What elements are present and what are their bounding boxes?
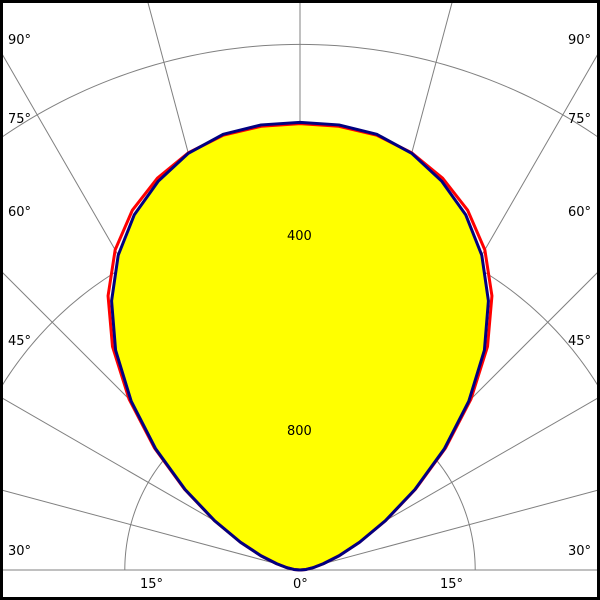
angle-left-label-1: 75° [8,112,32,127]
grid-ray--75 [0,489,301,571]
intensity-curves [106,120,494,572]
angle-left-label-2: 60° [8,205,32,220]
angle-right-label-3: 45° [568,334,592,349]
angle-left-label-3: 45° [8,334,32,349]
angle-left-label-4: 30° [8,544,32,559]
grid-ray-75 [299,489,600,571]
angle-right-label-5: 15° [440,577,464,592]
angle-right-label-0: 90° [568,33,592,48]
angle-center-label-0: 0° [293,577,308,592]
angle-right-label-2: 60° [568,205,592,220]
radial-tick-label-800: 800 [287,424,312,439]
angle-right-label-4: 30° [568,544,592,559]
angle-left-label-5: 15° [140,577,164,592]
intensity-curve-c0-c180 [110,120,490,572]
radial-tick-label-400: 400 [287,229,312,244]
angle-left-label-0: 90° [8,33,32,48]
angle-right-label-1: 75° [568,112,592,127]
intensity-fill-region [111,122,489,571]
